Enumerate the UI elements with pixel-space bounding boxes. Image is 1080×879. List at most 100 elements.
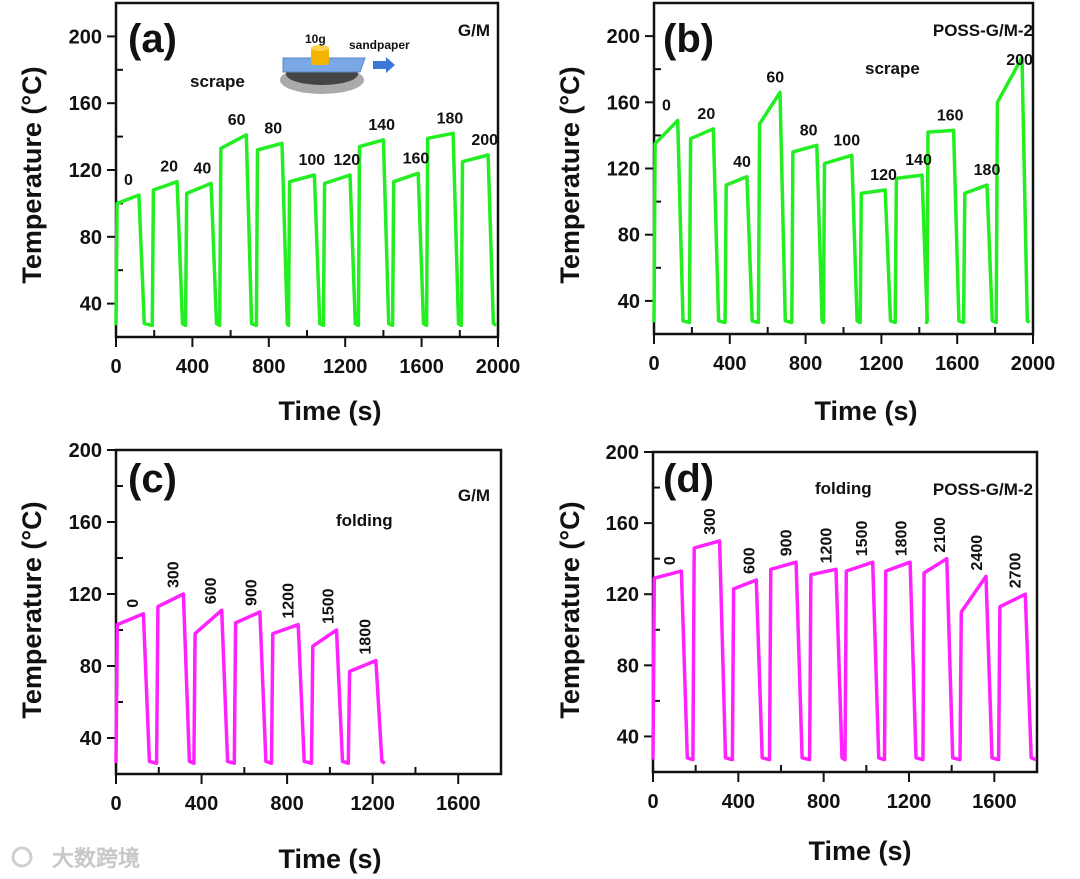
y-tick-label: 40 [617,726,639,748]
cycle-label: 200 [1006,52,1033,69]
watermark-logo-icon [11,846,33,868]
cycle-label: 300 [702,508,719,535]
panel-d: 40 80 120 160 200 0 400 800 1200 1600 Temperature … [555,442,1039,866]
cycle-label: 300 [166,561,183,588]
y-tick-label: 160 [607,92,640,114]
x-tick-label: 1200 [887,791,932,813]
y-tick-label: 80 [617,655,639,677]
x-axis-title: Time (s) [278,844,381,874]
temperature-series-line [114,592,386,765]
cycle-label: 900 [778,529,795,556]
panel-letter: (c) [128,457,177,501]
inset-weight-label: 10g [305,32,326,46]
y-tick-label: 200 [607,26,640,48]
x-tick-label: 0 [647,791,658,813]
cycle-label: 600 [203,577,220,604]
inset-arrow-icon [373,57,395,73]
cycle-label: 1500 [854,521,871,557]
y-tick-label: 80 [80,656,102,678]
y-tick-label: 40 [618,291,640,313]
y-axis-title: Temperature (°C) [555,66,585,283]
x-tick-label: 800 [252,356,285,378]
x-axis-title: Time (s) [808,836,911,866]
cycle-label: 2700 [1008,553,1025,589]
cycle-label: 20 [160,159,178,176]
watermark-text: 大数跨境 [52,846,140,871]
cycle-label: 140 [368,117,395,134]
inset-weight [311,47,329,65]
mode-label: folding [336,511,393,530]
y-tick-label: 160 [606,513,639,535]
cycle-label: 0 [124,172,133,189]
x-tick-label: 1200 [859,353,904,375]
y-axis-title: Temperature (°C) [555,501,585,718]
y-tick-label: 40 [80,294,102,316]
cycle-label: 80 [264,120,282,137]
cycle-label: 0 [662,98,671,115]
cycle-label: 1800 [893,521,910,557]
temperature-series-line [651,539,1037,762]
material-label: POSS-G/M-2 [933,21,1033,40]
x-tick-label: 0 [110,793,121,815]
y-tick-label: 200 [69,440,102,462]
temperature-series-line [652,55,1031,325]
cycle-label: 40 [194,160,212,177]
panel-c: 40 80 120 160 200 0 400 800 1200 1600 Temperature … [17,440,503,874]
mode-label: scrape [190,72,245,91]
x-tick-label: 400 [722,791,755,813]
x-tick-label: 2000 [476,356,521,378]
panel-letter: (b) [663,17,714,61]
cycle-label: 900 [243,579,260,606]
cycle-label: 120 [333,152,360,169]
cycle-label: 1500 [320,588,337,624]
cycle-label: 2100 [932,517,949,553]
y-tick-label: 200 [69,26,102,48]
cycle-label: 140 [905,152,932,169]
cycle-label: 600 [741,547,758,574]
cycle-label: 180 [437,110,464,127]
cycle-label: 160 [403,150,430,167]
y-tick-label: 40 [80,728,102,750]
x-tick-label: 1600 [399,356,444,378]
cycle-label: 180 [974,162,1001,179]
y-tick-label: 120 [607,159,640,181]
inset-sandpaper-label: sandpaper [349,38,410,52]
y-tick-label: 120 [606,584,639,606]
x-tick-label: 0 [110,356,121,378]
cycle-label: 100 [298,152,325,169]
y-tick-label: 200 [606,442,639,464]
x-tick-label: 0 [648,353,659,375]
panel-letter: (d) [663,457,714,501]
cycle-label: 200 [471,132,498,149]
cycle-label: 20 [697,106,715,123]
x-tick-label: 400 [176,356,209,378]
y-tick-label: 80 [80,227,102,249]
cycle-label: 100 [833,132,860,149]
y-tick-label: 160 [69,93,102,115]
y-tick-label: 80 [618,225,640,247]
cycle-label: 60 [228,112,246,129]
y-tick-label: 120 [69,160,102,182]
cycle-label: 0 [125,599,142,608]
cycle-label: 80 [800,122,818,139]
x-axis-title: Time (s) [278,396,381,426]
sandpaper-inset: 10g sandpaper [280,32,410,94]
x-tick-label: 1200 [323,356,368,378]
cycle-label: 1800 [357,619,374,655]
x-tick-label: 2000 [1011,353,1056,375]
y-tick-label: 160 [69,512,102,534]
plot-frame [114,448,503,776]
cycle-label: 120 [870,167,897,184]
material-label: G/M [458,21,490,40]
x-tick-label: 800 [789,353,822,375]
y-tick-label: 120 [69,584,102,606]
watermark: 大数跨境 [11,846,140,871]
cycle-label: 60 [766,69,784,86]
x-axis-title: Time (s) [814,396,917,426]
cycle-label: 1200 [280,583,297,619]
x-tick-label: 1200 [350,793,395,815]
y-axis-title: Temperature (°C) [17,501,47,718]
